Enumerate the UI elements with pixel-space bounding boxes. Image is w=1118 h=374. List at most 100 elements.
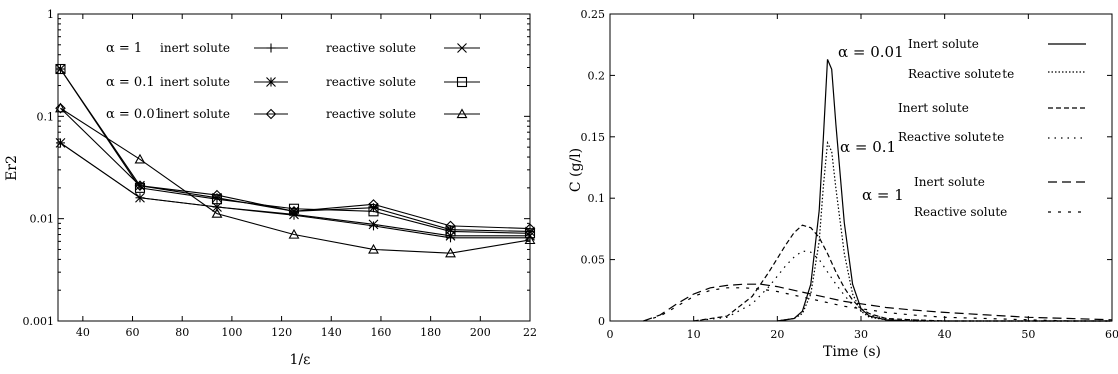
marker-shape: [55, 63, 66, 75]
marker-shape: [368, 199, 379, 210]
data-point-marker-square: [445, 226, 456, 237]
data-point-marker-diamond: [524, 223, 536, 234]
legend-entry-label: inert solute: [160, 75, 230, 89]
marker-shape: [134, 182, 146, 193]
marker-shape: [211, 207, 223, 218]
data-point-marker-diamond: [211, 189, 223, 201]
legend-entry-label: inert solute: [160, 41, 230, 55]
data-point-marker-diamond: [288, 206, 300, 217]
marker-shape: [456, 76, 468, 88]
marker-stroke: [368, 219, 379, 230]
right-series-line: [777, 140, 1112, 322]
marker-shape: [288, 203, 300, 214]
legend-entry-label: Inert solute: [914, 175, 985, 189]
right-x-tick-label: 10: [687, 328, 701, 341]
legend-alpha-label: α = 0.01: [106, 107, 163, 122]
marker-shape: [55, 102, 66, 113]
left-series-line: [60, 107, 531, 230]
data-point-marker-plus: [266, 43, 276, 53]
data-point-marker-square: [55, 63, 66, 75]
left-x-tick-label: 22: [523, 326, 537, 339]
right-x-tick-label: 30: [854, 328, 868, 341]
marker-shape: [368, 206, 379, 217]
right-chart: 0 10 20 30 40 50 60 0 0.05 0.1 0.15 0.2 0.25 α = 0.0…: [568, 8, 1118, 360]
right-y-axis-label: C (g/l): [568, 148, 584, 192]
marker-shape: [134, 153, 146, 164]
left-x-tick-label: 160: [370, 326, 391, 339]
legend-entry-label: inert solute: [160, 107, 230, 121]
legend-alpha-label: α = 0.01: [838, 43, 904, 61]
legend-entry-label: Reactive solute: [898, 130, 991, 144]
legend-entry-label: reactive solute: [326, 41, 416, 55]
marker-stroke: [55, 64, 66, 74]
data-point-marker-triangle: [134, 153, 146, 164]
right-y-tick-label: 0.2: [588, 69, 606, 82]
data-point-marker-diamond: [134, 180, 146, 191]
legend-entry-label: Inert solute: [908, 37, 979, 51]
data-point-marker-asterisk: [55, 64, 66, 74]
left-y-tick-label: 0.001: [23, 315, 55, 328]
data-point-marker-square: [134, 182, 146, 193]
left-series-line: [60, 142, 530, 237]
right-series-line: [643, 287, 1112, 322]
data-point-marker-triangle: [288, 228, 300, 239]
right-series-line: [693, 250, 1112, 322]
marker-stroke: [266, 77, 276, 87]
left-x-tick-label: 140: [321, 326, 342, 339]
right-y-tick-label: 0.1: [588, 192, 606, 205]
left-x-tick-label: 200: [470, 326, 491, 339]
marker-shape: [524, 234, 536, 245]
right-y-tick-label: 0.05: [581, 254, 606, 267]
left-y-axis-label: Er2: [4, 155, 20, 181]
legend-alpha-label: α = 1: [862, 186, 904, 204]
marker-shape: [288, 206, 300, 217]
marker-shape: [524, 228, 536, 239]
left-series-line: [60, 68, 531, 234]
data-point-marker-asterisk: [266, 77, 276, 87]
data-point-marker-x: [457, 43, 467, 53]
right-x-tick-label: 40: [938, 328, 952, 341]
left-series-line: [60, 107, 531, 254]
right-x-tick-label: 50: [1021, 328, 1035, 341]
data-point-marker-plus: [368, 221, 378, 231]
left-y-tick-label: 1: [47, 8, 54, 21]
marker-stroke: [457, 43, 467, 53]
data-point-marker-diamond: [55, 102, 66, 114]
left-series-line: [60, 68, 531, 233]
data-point-marker-triangle: [456, 108, 468, 119]
data-point-marker-triangle: [211, 207, 223, 218]
marker-shape: [445, 220, 456, 232]
data-point-marker-square: [456, 76, 468, 88]
data-point-marker-square: [288, 203, 300, 214]
marker-shape: [288, 228, 300, 239]
left-x-tick-label: 100: [221, 326, 242, 339]
legend-entry-suffix: te: [1002, 67, 1014, 81]
left-x-tick-label: 180: [420, 326, 441, 339]
legend-alpha-label: α = 0.1: [840, 138, 896, 156]
left-chart: 40 60 80 100 120 140 160 180 200 220.0010.010.11 …: [4, 8, 537, 368]
right-x-axis-label: Time (s): [823, 344, 881, 360]
left-plot-frame: [57, 13, 531, 322]
right-y-tick-label: 0: [598, 315, 605, 328]
data-point-marker-plus: [446, 233, 456, 243]
right-series-line: [777, 59, 1112, 322]
left-x-tick-label: 120: [271, 326, 292, 339]
legend-entry-label: Reactive solute: [914, 205, 1007, 219]
data-point-marker-diamond: [265, 108, 277, 120]
data-point-marker-triangle: [55, 102, 66, 113]
right-x-tick-label: 60: [1105, 328, 1118, 341]
marker-shape: [55, 102, 66, 114]
right-series-line: [643, 283, 1113, 322]
marker-shape: [524, 223, 536, 234]
legend-alpha-label: α = 0.1: [106, 75, 155, 90]
left-y-tick-label: 0.1: [37, 110, 55, 123]
data-point-marker-triangle: [524, 234, 536, 245]
marker-shape: [368, 243, 379, 254]
data-point-marker-x: [135, 192, 145, 203]
legend-entry-label: Inert solute: [898, 101, 969, 115]
left-x-axis-label: 1/ε: [290, 352, 311, 368]
left-series-line: [60, 142, 530, 239]
left-x-tick-label: 40: [76, 326, 90, 339]
left-x-tick-label: 80: [175, 326, 189, 339]
data-point-marker-diamond: [368, 199, 379, 210]
